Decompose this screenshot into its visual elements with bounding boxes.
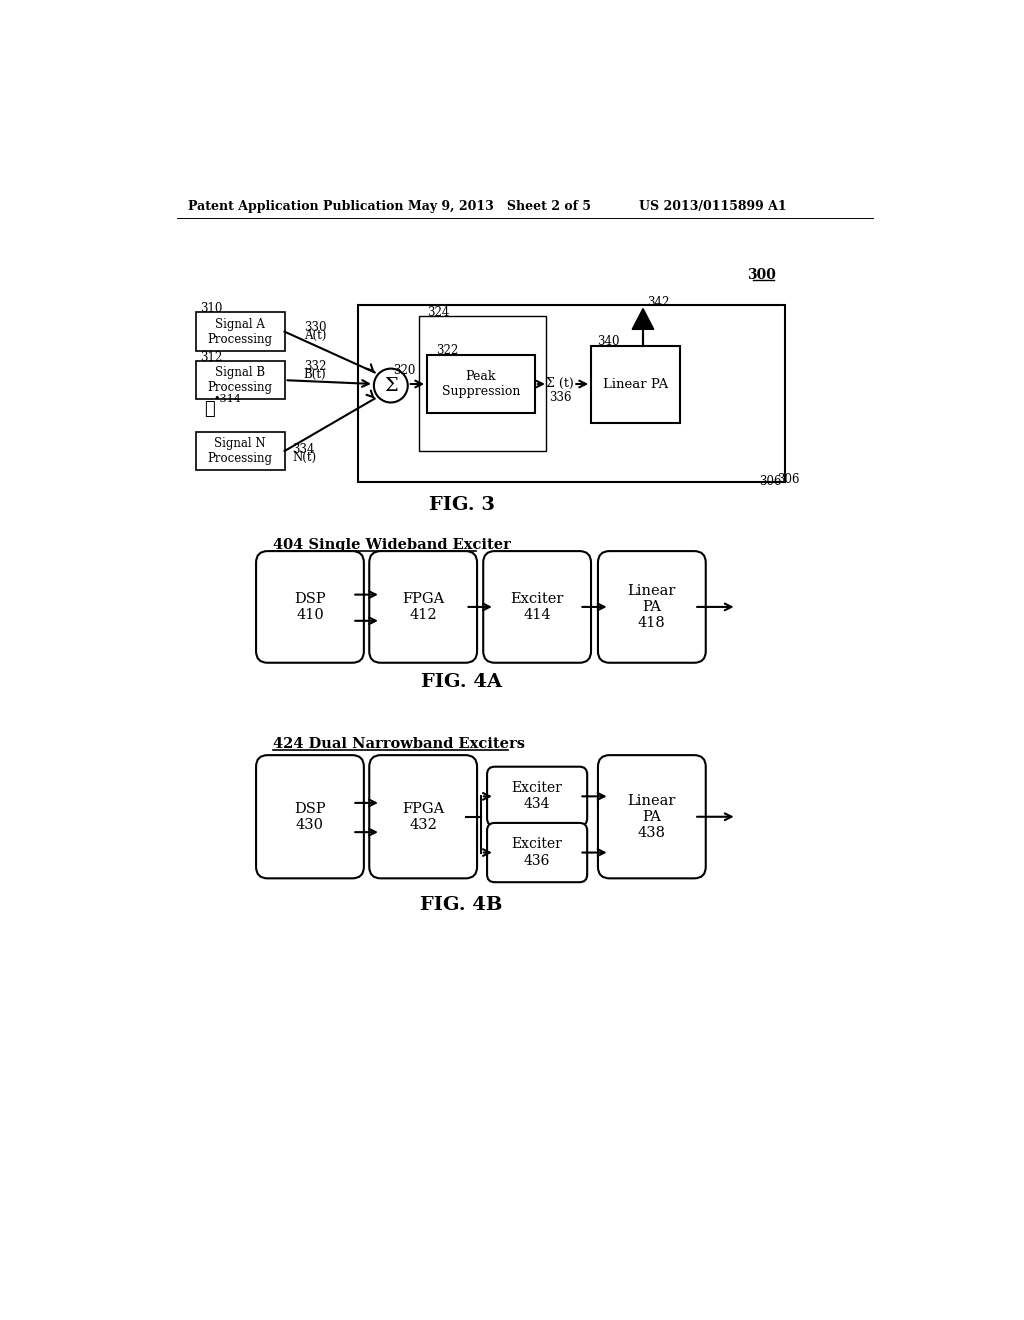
Text: 324: 324 bbox=[427, 306, 450, 319]
Text: •314: •314 bbox=[214, 395, 242, 404]
FancyBboxPatch shape bbox=[196, 313, 285, 351]
Text: 306: 306 bbox=[777, 473, 800, 486]
Text: Signal N
Processing: Signal N Processing bbox=[208, 437, 272, 465]
Text: FPGA
432: FPGA 432 bbox=[402, 801, 444, 832]
Text: FPGA
412: FPGA 412 bbox=[402, 591, 444, 622]
FancyBboxPatch shape bbox=[427, 355, 535, 412]
Text: 300: 300 bbox=[748, 268, 776, 282]
Text: ⋮: ⋮ bbox=[204, 400, 214, 417]
Text: B(t): B(t) bbox=[304, 368, 327, 381]
Text: 312: 312 bbox=[200, 351, 222, 363]
FancyBboxPatch shape bbox=[370, 755, 477, 878]
Polygon shape bbox=[632, 309, 653, 330]
Text: 404 Single Wideband Exciter: 404 Single Wideband Exciter bbox=[273, 539, 511, 552]
Text: May 9, 2013   Sheet 2 of 5: May 9, 2013 Sheet 2 of 5 bbox=[408, 199, 591, 213]
Text: 320: 320 bbox=[393, 364, 416, 378]
Text: Σ (t): Σ (t) bbox=[547, 376, 574, 389]
FancyBboxPatch shape bbox=[487, 822, 587, 882]
Text: Linear
PA
438: Linear PA 438 bbox=[628, 793, 676, 840]
Text: Peak
Suppression: Peak Suppression bbox=[441, 370, 520, 397]
Text: 330: 330 bbox=[304, 321, 327, 334]
Text: FIG. 4A: FIG. 4A bbox=[421, 673, 502, 690]
FancyBboxPatch shape bbox=[196, 360, 285, 400]
Text: Σ: Σ bbox=[384, 376, 397, 395]
FancyBboxPatch shape bbox=[256, 755, 364, 878]
Text: FIG. 4B: FIG. 4B bbox=[421, 896, 503, 915]
FancyBboxPatch shape bbox=[357, 305, 785, 482]
FancyBboxPatch shape bbox=[591, 346, 680, 422]
Text: Exciter
414: Exciter 414 bbox=[510, 591, 564, 622]
Text: DSP
430: DSP 430 bbox=[294, 801, 326, 832]
Text: N(t): N(t) bbox=[292, 450, 316, 463]
FancyBboxPatch shape bbox=[483, 552, 591, 663]
Text: 322: 322 bbox=[436, 345, 459, 358]
Text: Exciter
436: Exciter 436 bbox=[512, 837, 562, 867]
Text: 336: 336 bbox=[549, 391, 571, 404]
Text: FIG. 3: FIG. 3 bbox=[429, 496, 495, 513]
Text: Linear
PA
418: Linear PA 418 bbox=[628, 583, 676, 630]
FancyBboxPatch shape bbox=[419, 317, 547, 451]
Text: DSP
410: DSP 410 bbox=[294, 591, 326, 622]
Text: A(t): A(t) bbox=[304, 329, 327, 342]
Text: 340: 340 bbox=[597, 335, 620, 348]
FancyBboxPatch shape bbox=[598, 552, 706, 663]
Text: Patent Application Publication: Patent Application Publication bbox=[188, 199, 403, 213]
Text: US 2013/0115899 A1: US 2013/0115899 A1 bbox=[639, 199, 786, 213]
Text: 342: 342 bbox=[647, 296, 670, 309]
Text: 332: 332 bbox=[304, 360, 327, 372]
FancyBboxPatch shape bbox=[487, 767, 587, 826]
Text: 310: 310 bbox=[200, 302, 222, 315]
Text: Linear PA: Linear PA bbox=[603, 378, 668, 391]
FancyBboxPatch shape bbox=[598, 755, 706, 878]
FancyBboxPatch shape bbox=[256, 552, 364, 663]
Text: Signal B
Processing: Signal B Processing bbox=[208, 366, 272, 395]
Text: 306: 306 bbox=[759, 475, 781, 488]
Text: Exciter
434: Exciter 434 bbox=[512, 781, 562, 812]
FancyBboxPatch shape bbox=[196, 432, 285, 470]
Text: 334: 334 bbox=[292, 444, 314, 455]
Text: 424 Dual Narrowband Exciters: 424 Dual Narrowband Exciters bbox=[273, 737, 525, 751]
Text: Signal A
Processing: Signal A Processing bbox=[208, 318, 272, 346]
FancyBboxPatch shape bbox=[370, 552, 477, 663]
